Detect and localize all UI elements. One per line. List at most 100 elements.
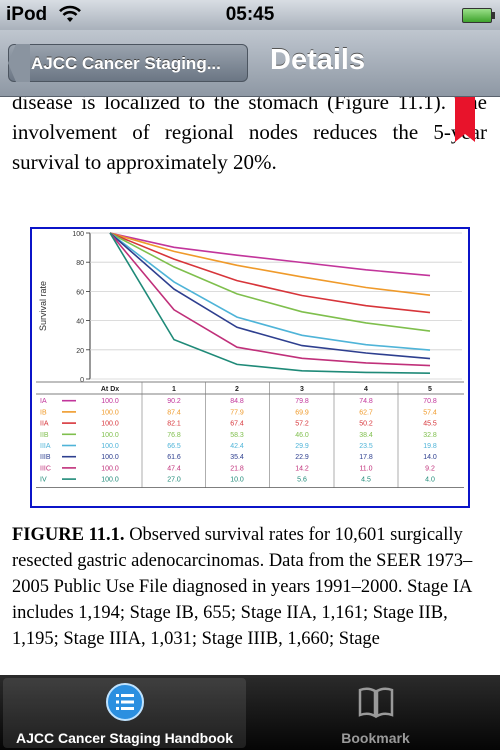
x-category-label: 3 (300, 386, 304, 393)
table-value: 45.5 (423, 421, 437, 428)
tab-bar: AJCC Cancer Staging Handbook Bookmark (0, 675, 500, 750)
legend-label-iiic: IIIC (40, 465, 51, 472)
legend-label-iiib: IIIB (40, 454, 51, 461)
series-line-iiia (109, 232, 431, 351)
legend-label-ia: IA (40, 398, 47, 405)
table-value: 4.0 (425, 477, 435, 484)
table-value: 32.8 (423, 432, 437, 439)
y-tick-label: 40 (76, 319, 84, 326)
table-value: 61.6 (167, 454, 181, 461)
table-value: 100.0 (101, 398, 119, 405)
table-value: 100.0 (101, 443, 119, 450)
back-button[interactable]: AJCC Cancer Staging... (8, 44, 248, 82)
table-value: 29.9 (295, 443, 309, 450)
series-line-iv (109, 232, 431, 374)
legend-label-iia: IIA (40, 421, 49, 428)
table-value: 14.0 (423, 454, 437, 461)
y-axis-label: Survival rate (38, 281, 48, 331)
table-value: 21.8 (230, 465, 244, 472)
series-line-iib (109, 232, 431, 332)
table-value: 100.0 (101, 477, 119, 484)
book-icon (358, 687, 393, 719)
series-line-iia (109, 232, 431, 314)
table-value: 19.8 (423, 443, 437, 450)
carrier-label: iPod (6, 4, 48, 25)
table-value: 62.7 (359, 409, 373, 416)
table-value: 47.4 (167, 465, 181, 472)
article-content[interactable]: disease is localized to the stomach (Fig… (0, 97, 500, 675)
table-value: 27.0 (167, 477, 181, 484)
table-value: 100.0 (101, 409, 119, 416)
y-tick-label: 80 (76, 260, 84, 267)
x-category-label: At Dx (101, 386, 119, 393)
table-value: 11.0 (359, 465, 372, 472)
table-value: 67.4 (230, 421, 244, 428)
survival-figure: Survival rate 0 20 40 60 80 100 At Dx 1 2 3 4 5 IA 1… (30, 227, 470, 508)
legend-label-ib: IB (40, 409, 47, 416)
tab-bookmark-label: Bookmark (341, 730, 410, 746)
table-value: 77.9 (230, 409, 244, 416)
table-value: 35.4 (230, 454, 244, 461)
table-value: 50.2 (359, 421, 373, 428)
back-arrow-icon (8, 44, 30, 82)
table-value: 82.1 (167, 421, 181, 428)
tab-handbook[interactable]: AJCC Cancer Staging Handbook (3, 678, 246, 748)
page-title: Details (270, 44, 366, 76)
legend-label-iib: IIB (40, 432, 49, 439)
table-value: 10.0 (230, 477, 244, 484)
table-value: 69.9 (295, 409, 309, 416)
table-value: 66.5 (167, 443, 181, 450)
table-value: 87.4 (167, 409, 181, 416)
clock: 05:45 (225, 4, 275, 25)
y-tick-label: 20 (76, 348, 84, 355)
table-value: 100.0 (101, 421, 119, 428)
navigation-bar: AJCC Cancer Staging... Details (0, 30, 500, 97)
table-value: 4.5 (361, 477, 371, 484)
table-value: 5.6 (297, 477, 307, 484)
table-value: 84.8 (230, 398, 244, 405)
table-value: 42.4 (230, 443, 244, 450)
back-button-label: AJCC Cancer Staging... (31, 54, 221, 73)
table-value: 100.0 (101, 454, 119, 461)
table-value: 100.0 (101, 432, 119, 439)
table-value: 58.3 (230, 432, 244, 439)
table-value: 79.8 (295, 398, 309, 405)
y-tick-label: 100 (72, 231, 84, 238)
battery-icon (462, 8, 495, 23)
table-value: 46.0 (295, 432, 309, 439)
tab-handbook-label: AJCC Cancer Staging Handbook (15, 730, 234, 746)
series-line-ib (109, 232, 431, 296)
list-icon (105, 683, 144, 721)
bookmark-ribbon-icon[interactable] (455, 97, 475, 142)
wifi-icon (58, 4, 82, 29)
series-line-ia (109, 232, 431, 277)
table-value: 17.8 (359, 454, 373, 461)
table-value: 22.9 (295, 454, 309, 461)
table-value: 57.2 (295, 421, 309, 428)
table-value: 23.5 (359, 443, 373, 450)
table-value: 74.8 (359, 398, 373, 405)
table-value: 76.8 (167, 432, 181, 439)
table-value: 9.2 (425, 465, 435, 472)
series-line-iiib (109, 232, 431, 360)
y-tick-label: 0 (80, 377, 84, 384)
table-value: 14.2 (295, 465, 309, 472)
table-value: 38.4 (359, 432, 373, 439)
legend-label-iv: IV (40, 477, 47, 484)
x-category-label: 4 (364, 386, 368, 393)
table-value: 57.4 (423, 409, 437, 416)
figure-caption: FIGURE 11.1. Observed survival rates for… (12, 522, 487, 652)
article-paragraph: disease is localized to the stomach (Fig… (12, 97, 487, 174)
y-tick-label: 60 (76, 289, 84, 296)
tab-bookmark[interactable]: Bookmark (254, 678, 497, 748)
table-value: 70.8 (423, 398, 437, 405)
status-bar: iPod 05:45 (0, 0, 500, 30)
survival-chart: Survival rate 0 20 40 60 80 100 At Dx 1 2 3 4 5 IA 1… (36, 231, 464, 489)
x-category-label: 5 (428, 386, 432, 393)
x-category-label: 1 (172, 386, 176, 393)
table-value: 90.2 (167, 398, 181, 405)
x-category-label: 2 (235, 386, 239, 393)
caption-text: Observed survival rates for 10,601 surgi… (12, 525, 473, 649)
legend-label-iiia: IIIA (40, 443, 51, 450)
table-value: 100.0 (101, 465, 119, 472)
